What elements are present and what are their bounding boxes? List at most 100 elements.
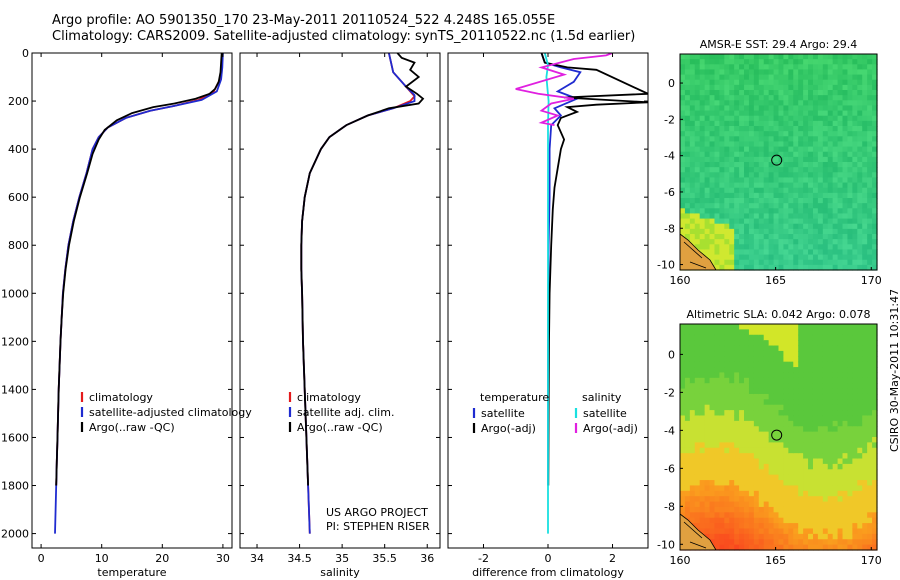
- sla-map-cell: [812, 415, 819, 422]
- sst-map-cell: [857, 213, 863, 220]
- sst-map-cell: [778, 172, 785, 179]
- sst-map-cell: [680, 69, 686, 76]
- sst-map-cell: [822, 228, 829, 235]
- sst-map-cell: [827, 249, 834, 256]
- sla-map-cell: [778, 544, 785, 551]
- sst-map-cell: [872, 187, 878, 194]
- sst-map-cell: [689, 90, 696, 96]
- sla-map-cell: [744, 447, 750, 454]
- sst-map-cell: [872, 126, 878, 132]
- sst-map-cell: [847, 120, 853, 127]
- sst-map-cell: [684, 146, 691, 153]
- sst-map-cell: [709, 131, 716, 137]
- sst-map-cell: [788, 187, 794, 194]
- sla-map-cell: [852, 372, 858, 379]
- sla-map-cell: [689, 356, 696, 363]
- sst-map-cell: [739, 218, 745, 225]
- sla-map-cell: [709, 431, 716, 438]
- sst-map-cell: [773, 234, 780, 240]
- sla-map-cell: [798, 528, 804, 535]
- sla-map-cell: [808, 512, 814, 519]
- sst-map-cell: [734, 110, 740, 117]
- sst-map-cell: [753, 90, 760, 96]
- sla-map-cell: [748, 372, 755, 379]
- sla-map-cell: [744, 506, 750, 513]
- sla-map-cell: [778, 361, 785, 368]
- sst-map-cell: [714, 136, 720, 143]
- sst-map-cell: [753, 208, 760, 215]
- sla-map-cell: [788, 393, 794, 400]
- temperature-y-tick-label: 2000: [1, 528, 29, 541]
- sla-map-cell: [719, 447, 725, 454]
- sla-map-cell: [739, 533, 745, 540]
- sla-map-cell: [778, 410, 785, 417]
- sla-map-cell: [793, 361, 799, 368]
- sst-map-cell: [788, 146, 794, 153]
- sla-map-cell: [714, 528, 720, 535]
- sla-map-cell: [788, 506, 794, 513]
- sla-map-cell: [689, 334, 696, 341]
- sst-map-cell: [862, 218, 868, 225]
- sst-map-cell: [739, 141, 745, 148]
- sst-map-cell: [788, 162, 794, 168]
- sst-map-cell: [748, 259, 755, 266]
- sst-map-cell: [724, 95, 730, 101]
- sla-map-cell: [822, 431, 829, 438]
- sst-map-cell: [832, 84, 839, 91]
- sla-map-cell: [803, 426, 809, 433]
- sla-map-cell: [862, 415, 868, 422]
- sst-map-cell: [744, 259, 750, 266]
- sla-map-cell: [699, 410, 706, 417]
- sst-map-cell: [680, 120, 686, 127]
- sla-map-cell: [739, 388, 745, 395]
- sst-map-cell: [808, 64, 814, 71]
- sst-map-cell: [798, 228, 804, 235]
- sla-map-cell: [753, 345, 760, 352]
- sst-map-cell: [827, 172, 834, 179]
- sst-map-cell: [778, 177, 785, 184]
- sst-map-cell: [778, 249, 785, 256]
- sla-map-cell: [867, 415, 873, 422]
- sla-map-cell: [758, 345, 765, 352]
- sla-map-cell: [768, 485, 775, 492]
- sla-map-cell: [684, 356, 691, 363]
- sst-map-cell: [734, 198, 740, 204]
- sst-map-cell: [798, 264, 804, 271]
- sst-map-cell: [704, 234, 711, 240]
- sla-map-cell: [773, 420, 780, 427]
- sla-map-cell: [748, 539, 755, 546]
- sla-map-cell: [684, 420, 691, 427]
- sst-map-cell: [847, 177, 853, 184]
- sla-map-cell: [808, 372, 814, 379]
- sla-map-cell: [753, 447, 760, 454]
- sst-map-cell: [832, 54, 839, 60]
- sst-map-cell: [709, 59, 716, 65]
- sst-map-cell: [803, 249, 809, 256]
- sla-map-cell: [699, 329, 706, 336]
- sla-map-cell: [729, 404, 735, 411]
- sla-map-cell: [748, 399, 755, 406]
- sla-map-cell: [704, 453, 711, 460]
- sla-map-cell: [680, 393, 686, 400]
- sla-map-cell: [783, 544, 789, 551]
- sst-map-cell: [847, 105, 853, 112]
- sla-map-cell: [827, 447, 834, 454]
- sst-map-cell: [803, 151, 809, 158]
- sst-map-cell: [872, 64, 878, 71]
- sla-map-cell: [793, 474, 799, 481]
- sst-map-cell: [709, 64, 716, 71]
- sla-map-cell: [872, 431, 878, 438]
- sla-map-cell: [812, 377, 819, 384]
- sla-map-cell: [808, 350, 814, 357]
- sst-map-cell: [744, 172, 750, 179]
- sst-map-cell: [793, 126, 799, 132]
- sst-map-cell: [788, 234, 794, 240]
- sla-map-cell: [842, 458, 849, 465]
- sst-map-cell: [699, 203, 706, 209]
- sst-map-cell: [753, 115, 760, 122]
- sst-map-cell: [744, 136, 750, 143]
- sst-map-cell: [827, 228, 834, 235]
- sst-map-cell: [778, 69, 785, 76]
- sla-map-cell: [739, 458, 745, 465]
- sst-map-cell: [842, 228, 849, 235]
